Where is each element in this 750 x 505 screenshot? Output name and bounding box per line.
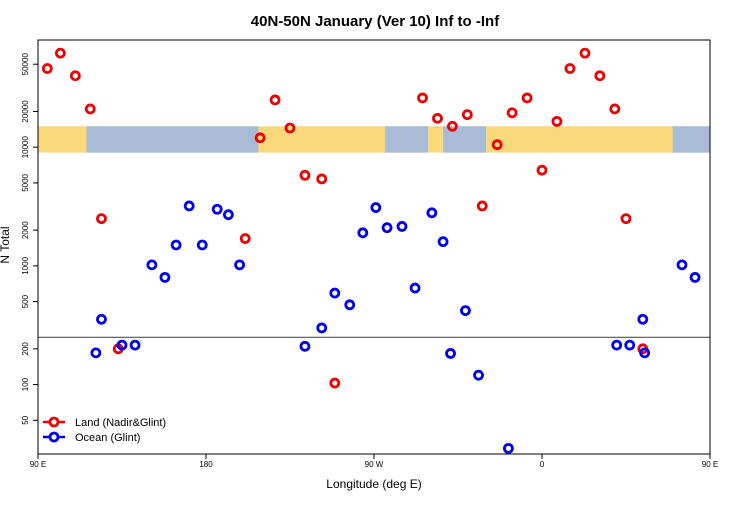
x-axis-ticks: 90 E 180 90 W 0 90 E xyxy=(30,454,718,469)
land-point xyxy=(84,103,96,115)
ocean-point xyxy=(409,282,421,294)
ocean-point xyxy=(460,305,471,316)
data-points xyxy=(41,47,701,454)
land-point xyxy=(254,132,266,144)
ocean-point xyxy=(129,339,141,351)
land-point xyxy=(594,70,606,82)
x-tick-label: 180 xyxy=(199,460,213,469)
plot-frame xyxy=(37,39,711,455)
land-point xyxy=(446,120,458,132)
land-point xyxy=(564,63,576,74)
ocean-point xyxy=(299,340,311,352)
land-point xyxy=(316,173,328,185)
ocean-point xyxy=(611,339,623,351)
y-tick-label: 50 xyxy=(21,415,30,424)
land-point xyxy=(96,213,107,225)
ocean-point xyxy=(146,259,158,271)
map-band-ocean-0 xyxy=(86,126,259,153)
land-point xyxy=(506,107,518,119)
y-tick-label: 100 xyxy=(21,377,30,391)
land-point xyxy=(491,139,503,151)
x-axis-label: Longitude (deg E) xyxy=(326,477,421,491)
ocean-point xyxy=(639,347,651,359)
land-point xyxy=(41,63,53,74)
ocean-point xyxy=(502,442,514,454)
y-tick-label: 50000 xyxy=(21,53,30,76)
ocean-point xyxy=(183,200,195,212)
ocean-point xyxy=(96,313,107,325)
legend-ocean-marker xyxy=(48,431,60,443)
ocean-point xyxy=(357,227,369,239)
land-point xyxy=(476,200,488,212)
land-point xyxy=(579,47,591,59)
x-tick-label: 90 E xyxy=(702,460,718,469)
land-point xyxy=(417,92,428,104)
y-tick-label: 5000 xyxy=(21,173,30,191)
land-point xyxy=(620,213,632,225)
ocean-point xyxy=(437,236,449,248)
land-point xyxy=(536,164,548,176)
y-tick-label: 20000 xyxy=(21,100,30,123)
legend-land-marker xyxy=(48,416,60,428)
land-point xyxy=(269,94,281,106)
ocean-point xyxy=(90,347,102,359)
land-point xyxy=(299,169,311,181)
ocean-point xyxy=(370,202,382,213)
x-tick-label: 90 W xyxy=(365,460,384,469)
land-point xyxy=(609,103,621,115)
land-point xyxy=(284,122,296,134)
ocean-point xyxy=(170,239,182,251)
ocean-point xyxy=(396,221,408,232)
map-band-ocean-1 xyxy=(385,126,429,153)
ocean-point xyxy=(196,239,208,251)
y-axis-ticks: 50 100 200 500 1000 2000 5000 10000 20000 50000 xyxy=(21,53,38,425)
y-tick-label: 1000 xyxy=(21,256,30,274)
land-series xyxy=(41,47,649,389)
ocean-point xyxy=(637,313,649,325)
ocean-point xyxy=(689,271,701,283)
x-tick-label: 0 xyxy=(540,460,545,469)
ocean-point xyxy=(116,339,128,351)
y-tick-label: 2000 xyxy=(21,221,30,239)
ocean-point xyxy=(445,348,456,359)
chart-title: 40N-50N January (Ver 10) Inf to -Inf xyxy=(251,13,500,30)
y-axis-label: N Total xyxy=(0,226,12,263)
ocean-point xyxy=(316,322,328,334)
ocean-point xyxy=(159,271,171,283)
land-point xyxy=(239,233,251,244)
ocean-point xyxy=(344,299,356,311)
y-tick-label: 200 xyxy=(21,342,30,356)
land-point xyxy=(551,115,563,127)
ocean-series xyxy=(90,200,701,454)
land-point xyxy=(432,112,443,124)
ocean-point xyxy=(381,222,393,234)
ocean-point xyxy=(624,339,636,351)
x-tick-label: 90 E xyxy=(30,460,46,469)
ocean-point xyxy=(426,207,438,219)
land-point xyxy=(69,70,81,82)
land-point xyxy=(461,109,473,121)
ocean-point xyxy=(329,287,341,299)
y-tick-label: 10000 xyxy=(21,136,30,159)
ocean-point xyxy=(234,259,246,271)
legend-land-label: Land (Nadir&Glint) xyxy=(75,417,166,429)
world-map-band xyxy=(38,126,710,153)
land-point xyxy=(521,92,533,104)
land-point xyxy=(55,47,66,59)
land-point xyxy=(329,377,341,389)
ocean-point xyxy=(222,209,234,221)
y-tick-label: 500 xyxy=(21,294,30,308)
legend: Land (Nadir&Glint) Ocean (Glint) xyxy=(43,416,166,444)
ocean-point xyxy=(211,203,223,215)
map-band-ocean-3 xyxy=(672,126,710,153)
ocean-point xyxy=(473,369,484,381)
ocean-point xyxy=(676,259,688,271)
legend-ocean-label: Ocean (Glint) xyxy=(75,432,140,444)
